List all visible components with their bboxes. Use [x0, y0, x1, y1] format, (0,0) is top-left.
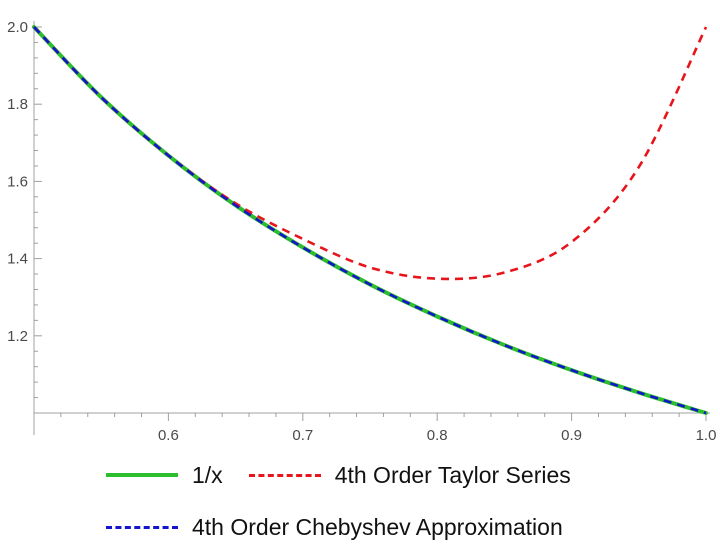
- series-line-inverse: [32, 25, 708, 415]
- chart: 0.6 0.7 0.8 0.9 1.0 1.2 1.4 1.6 1.8 2.0: [7, 19, 716, 444]
- y-tick-label: 2.0: [7, 19, 28, 36]
- y-tick-label: 1.4: [7, 251, 28, 268]
- x-tick-label: 0.7: [292, 427, 313, 444]
- legend-item-chebyshev: 4th Order Chebyshev Approximation: [106, 514, 563, 541]
- legend-label-inverse: 1/x: [192, 461, 223, 488]
- x-tick-label: 0.9: [561, 427, 582, 444]
- y-tick-label: 1.8: [7, 96, 28, 113]
- y-tick-label: 1.2: [7, 328, 28, 345]
- series: [32, 25, 708, 415]
- x-tick-label: 1.0: [696, 427, 717, 444]
- legend-row-1: 1/x 4th Order Taylor Series: [106, 457, 593, 493]
- legend-swatch-taylor: [248, 473, 321, 477]
- series-line-taylor: [33, 26, 708, 281]
- ticks: [33, 26, 707, 421]
- legend-item-inverse: 1/x: [106, 462, 223, 489]
- legend-row-2: 4th Order Chebyshev Approximation: [106, 509, 585, 545]
- legend-label-taylor: 4th Order Taylor Series: [334, 461, 571, 488]
- tick-labels: 0.6 0.7 0.8 0.9 1.0 1.2 1.4 1.6 1.8 2.0: [7, 19, 716, 444]
- x-tick-label: 0.8: [427, 427, 448, 444]
- axes: [33, 21, 710, 435]
- y-tick-label: 1.6: [7, 173, 28, 190]
- legend: 1/x 4th Order Taylor Series 4th Order Ch…: [0, 447, 720, 557]
- series-line-chebyshev: [33, 26, 707, 415]
- legend-swatch-inverse: [106, 473, 178, 477]
- legend-item-taylor: 4th Order Taylor Series: [248, 461, 571, 489]
- legend-swatch-chebyshev: [106, 525, 178, 529]
- x-tick-label: 0.6: [158, 427, 179, 444]
- legend-label-chebyshev: 4th Order Chebyshev Approximation: [192, 513, 563, 540]
